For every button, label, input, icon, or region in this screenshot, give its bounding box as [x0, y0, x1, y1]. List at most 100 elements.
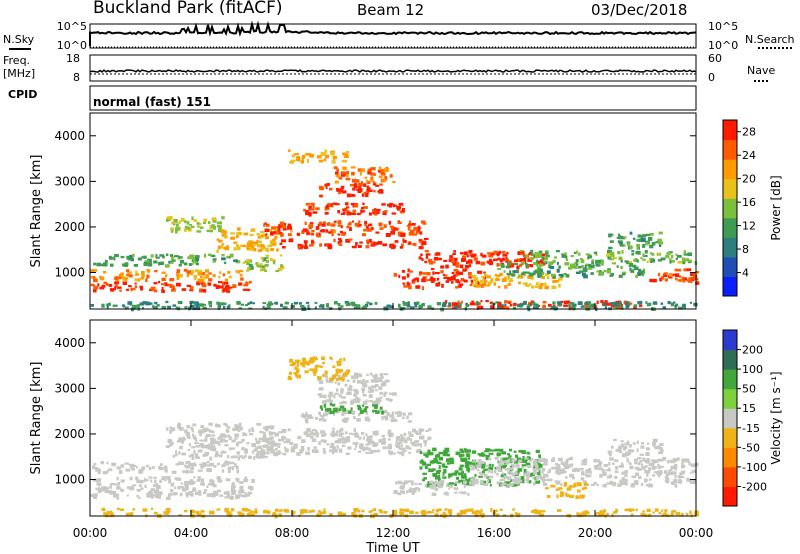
power-cell — [683, 250, 686, 254]
velocity-cell — [342, 407, 347, 412]
velocity-cell — [235, 495, 239, 500]
velocity-cell — [334, 381, 337, 384]
velocity-cell — [371, 390, 374, 393]
velocity-cell — [180, 486, 184, 489]
velocity-cell — [608, 467, 611, 470]
power-cell — [134, 285, 137, 289]
velocity-cell — [479, 453, 482, 457]
power-cell — [93, 288, 97, 293]
power-cell — [372, 183, 377, 186]
power-cell — [457, 280, 461, 284]
velocity-cell — [467, 492, 470, 496]
power-cell — [113, 257, 116, 261]
velocity-cell — [305, 429, 310, 433]
velocity-cell — [213, 465, 217, 468]
velocity-cell — [358, 450, 362, 453]
power-cell — [637, 250, 641, 255]
power-cell — [510, 278, 513, 281]
velocity-cell — [443, 450, 448, 454]
power-cell — [218, 302, 224, 306]
colorbar-segment — [723, 408, 737, 429]
velocity-cell — [583, 487, 588, 490]
velocity-cell — [634, 461, 638, 465]
power-cell — [475, 301, 479, 304]
velocity-cell — [344, 431, 348, 435]
power-cell — [198, 303, 204, 307]
power-cell — [101, 284, 106, 288]
power-cell — [496, 263, 500, 267]
velocity-cell — [577, 482, 582, 486]
velocity-cell — [628, 461, 631, 465]
power-cell — [224, 247, 229, 250]
velocity-cell — [689, 471, 694, 474]
power-cell — [136, 304, 140, 309]
power-cell — [569, 306, 574, 310]
velocity-cell — [362, 436, 365, 440]
velocity-cell — [310, 431, 314, 434]
power-cell — [682, 303, 686, 307]
velocity-cell — [319, 380, 324, 384]
velocity-cell — [471, 465, 476, 470]
colorbar-segment — [723, 217, 737, 238]
velocity-cell — [227, 495, 231, 499]
power-cell — [237, 227, 241, 231]
power-cell — [519, 263, 523, 267]
velocity-cell — [460, 450, 465, 454]
velocity-cell — [372, 401, 376, 405]
power-cell — [230, 232, 236, 235]
power-cell — [345, 202, 349, 206]
velocity-cell — [491, 464, 494, 468]
velocity-cell — [651, 459, 657, 464]
power-cell — [486, 275, 491, 279]
velocity-cell — [192, 423, 197, 427]
velocity-cell — [544, 479, 548, 481]
power-cell — [462, 268, 468, 272]
power-cell — [284, 301, 289, 305]
power-cell — [536, 304, 539, 309]
power-cell — [280, 233, 284, 237]
velocity-cell — [296, 368, 300, 373]
velocity-cell — [195, 456, 200, 459]
velocity-cell — [351, 512, 355, 516]
velocity-cell — [438, 508, 442, 511]
power-cell — [253, 248, 257, 252]
velocity-cell — [236, 451, 240, 455]
velocity-cell — [541, 477, 546, 480]
velocity-cell — [129, 512, 134, 516]
power-cell — [114, 281, 119, 285]
velocity-cell — [216, 462, 220, 466]
velocity-cell — [658, 451, 663, 455]
power-cell — [360, 209, 363, 214]
power-cell — [97, 283, 100, 287]
velocity-cell — [431, 483, 436, 487]
power-cell — [452, 252, 456, 256]
power-cell — [642, 258, 646, 261]
y-tick-label: 2000 — [54, 220, 85, 234]
power-cell — [523, 272, 526, 277]
velocity-cell — [321, 511, 327, 514]
velocity-cell — [441, 463, 446, 468]
power-cell — [649, 278, 653, 283]
velocity-cell — [650, 463, 655, 467]
velocity-cell — [353, 399, 357, 404]
power-cell — [337, 220, 342, 225]
velocity-cell — [371, 385, 377, 389]
velocity-cell — [343, 417, 349, 420]
velocity-cell — [460, 479, 465, 483]
velocity-cell — [307, 361, 310, 365]
velocity-cell — [139, 484, 142, 488]
velocity-cell — [598, 461, 603, 465]
velocity-cell — [389, 433, 394, 437]
power-cell — [402, 239, 407, 243]
velocity-cell — [353, 393, 357, 397]
power-cell — [471, 274, 477, 279]
velocity-cell — [315, 435, 319, 438]
velocity-cell — [331, 430, 335, 435]
power-cell — [274, 235, 278, 240]
power-cell — [574, 265, 578, 269]
power-cell — [490, 277, 494, 280]
velocity-cell — [488, 463, 491, 467]
velocity-cell — [458, 467, 463, 471]
power-cell — [223, 261, 227, 265]
power-cell — [119, 289, 122, 292]
